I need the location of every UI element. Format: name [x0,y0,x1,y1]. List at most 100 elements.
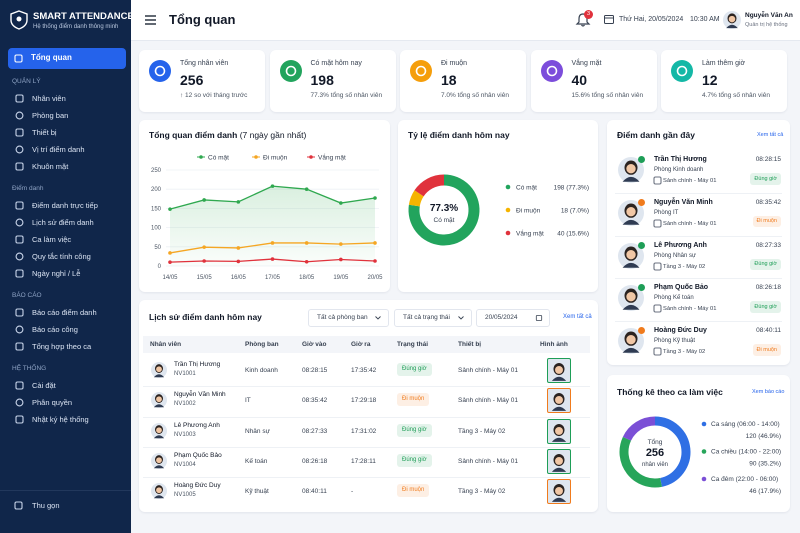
legend-label: Có mặt [516,184,537,191]
verified-mark [638,156,645,163]
employee-id: NV1005 [174,492,196,499]
photo-thumb[interactable] [547,448,571,474]
avatar-face [555,487,563,496]
icon-shape [653,219,662,228]
device: Sảnh chính - Máy 01 [663,220,717,227]
card-title: Điểm danh gần đây [617,130,695,140]
filter-label: Tất cả phòng ban [317,314,368,321]
collapse-label: Thu gọn [32,501,60,510]
nav-item[interactable]: Thiết bị [8,125,126,140]
stat-icon [540,60,563,82]
nav-label: Khuôn mặt [32,162,69,171]
icon [14,54,23,63]
stat-value: 256 [180,72,204,88]
nav-item[interactable]: Cài đặt [8,378,126,393]
nav-item[interactable]: Báo cáo công [8,322,126,337]
avatar-body [551,376,567,381]
avatar-body [622,305,640,311]
nav-item[interactable]: Quy tắc tính công [8,249,126,264]
nav-item[interactable]: Báo cáo điểm danh [8,305,126,320]
data-point [168,260,172,264]
icon [653,304,662,313]
y-tick-label: 50 [154,245,161,251]
icon [15,162,24,171]
stat-note: 77.3% tổng số nhân viên [310,92,383,99]
photo-thumb[interactable] [547,418,571,444]
legend-swatch [701,421,707,427]
avatar-face [555,365,563,374]
avatar-body [622,348,640,353]
employee-id: NV1004 [174,461,196,468]
filter-select[interactable]: Tất cả phòng ban [308,309,389,327]
filter-select[interactable]: Tất cả trạng thái [394,309,472,327]
status-badge: Đi muộn [397,484,430,498]
legend-label: Vắng mặt [318,153,346,162]
icon [15,308,24,317]
y-tick-label: 250 [151,168,162,174]
nav-label: Ngày nghỉ / Lễ [32,269,81,278]
filter-caret [535,315,543,321]
donut-segment [414,174,445,197]
nav-item[interactable]: Tổng hợp theo ca [8,339,126,354]
nav-item[interactable]: Lịch sử điểm danh [8,215,126,230]
nav-item[interactable]: Ca làm việc [8,232,126,247]
avatar-body [622,219,640,225]
avatar-face [626,292,636,302]
nav-item[interactable]: Vị trí điểm danh [8,142,126,157]
nav-label: Tổng hợp theo ca [32,342,92,351]
data-point [373,241,377,245]
user-menu[interactable]: Nguyễn Văn An Quản trị hệ thống [723,8,798,32]
avatar-face [156,396,162,403]
avatar [151,483,167,500]
notification-badge[interactable]: 3 [584,10,593,19]
avatar [151,392,167,409]
nav-item[interactable]: Điểm danh trực tiếp [8,198,126,213]
device: Sảnh chính - Máy 01 [458,397,518,405]
view-all-link[interactable]: Xem tất cả [757,132,784,138]
x-tick-label: 17/05 [265,275,281,281]
stat-icon-bg [410,60,432,82]
legend-label: Vắng mặt [516,228,544,237]
avatar [618,285,644,312]
nav-item[interactable]: Ngày nghỉ / Lễ [8,266,126,281]
photo-thumb[interactable] [547,388,571,414]
filter-label: 20/05/2024 [485,314,518,321]
nav-item-active[interactable]: Tổng quan [8,48,126,69]
header-time: 10:30 AM [690,16,720,23]
calendar-icon [604,15,614,24]
filter-select[interactable]: 20/05/2024 [476,309,550,327]
stat-label: Có mặt hôm nay [310,60,362,67]
column-header: Thiết bị [458,341,482,348]
icon-shape [15,269,24,278]
icon [14,501,23,510]
view-report-link[interactable]: Xem báo cáo [752,389,785,395]
donut-center-bottom: nhân viên [642,462,668,468]
photo-thumb[interactable] [547,358,571,383]
collapse-button[interactable]: Thu gọn [8,497,126,513]
device: Sảnh chính - Máy 01 [663,178,717,184]
status-badge: Đúng giờ [750,301,781,313]
sidebar: SMART ATTENDANCE Hệ thống điểm danh thông… [0,0,134,533]
status-badge: Đi muộn [397,393,430,407]
nav-item[interactable]: Phân quyền [8,395,126,410]
check-out: 17:29:18 [351,397,377,405]
y-tick-label: 100 [151,226,162,232]
nav-item[interactable]: Nhân viên [8,91,126,106]
device: Sảnh chính - Máy 01 [663,306,717,313]
donut-segment [408,174,480,246]
device: Sảnh chính - Máy 01 [458,457,518,465]
view-all-link[interactable]: Xem tất cả [563,314,592,320]
check-out: - [351,488,354,496]
icon-shape [15,235,24,244]
photo-thumb[interactable] [547,479,571,505]
department: Phòng Kỹ thuật [654,338,696,345]
icon-shape [653,347,662,356]
nav-label: Phân quyền [32,398,73,407]
legend-label: Có mặt [208,155,229,162]
donut-segment [408,190,424,207]
stat-note: ↑ 12 so với tháng trước [180,92,248,99]
nav-item[interactable]: Phòng ban [8,108,126,123]
employee-name: Hoàng Đức Duy [654,327,707,335]
nav-item[interactable]: Nhật ký hệ thống [8,412,126,427]
nav-item[interactable]: Khuôn mặt [8,159,126,174]
